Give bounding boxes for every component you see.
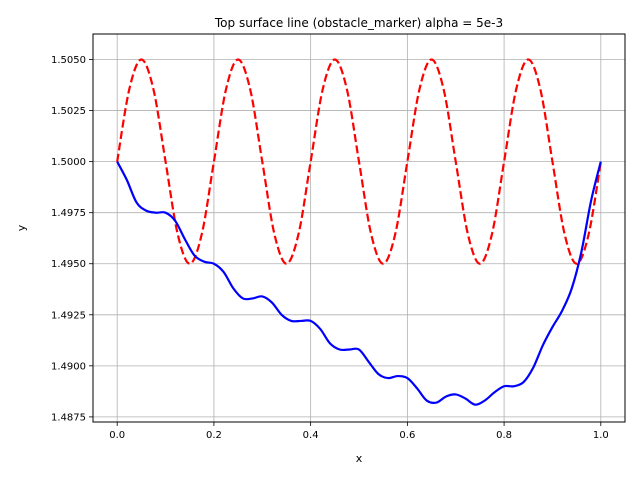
x-tick-label: 0.8 (496, 430, 512, 441)
x-tick-label: 0.2 (206, 430, 222, 441)
y-tick-label: 1.4875 (51, 412, 86, 423)
x-tick-label: 0.0 (109, 430, 125, 441)
chart-title: Top surface line (obstacle_marker) alpha… (214, 16, 503, 30)
series-line-solid-blue (116, 161, 602, 406)
y-tick-label: 1.5025 (51, 106, 86, 117)
ticks: 0.0 0.2 0.4 0.6 0.8 1.0 1.4875 1.4900 1.4925 1.49… (51, 55, 609, 441)
x-tick-label: 1.0 (593, 430, 609, 441)
y-axis-label: y (15, 224, 28, 231)
y-tick-label: 1.5000 (51, 157, 86, 168)
y-tick-label: 1.4900 (51, 361, 86, 372)
y-tick-label: 1.4950 (51, 259, 86, 270)
x-tick-label: 0.4 (303, 430, 319, 441)
series-line-dashed-red (116, 58, 602, 265)
plot-frame (92, 33, 626, 423)
series-layer (116, 58, 602, 406)
x-tick-label: 0.6 (399, 430, 415, 441)
y-tick-label: 1.4925 (51, 310, 86, 321)
x-axis-label: x (356, 452, 363, 465)
grid (93, 34, 625, 422)
y-tick-label: 1.5050 (51, 55, 86, 66)
y-tick-label: 1.4975 (51, 208, 86, 219)
